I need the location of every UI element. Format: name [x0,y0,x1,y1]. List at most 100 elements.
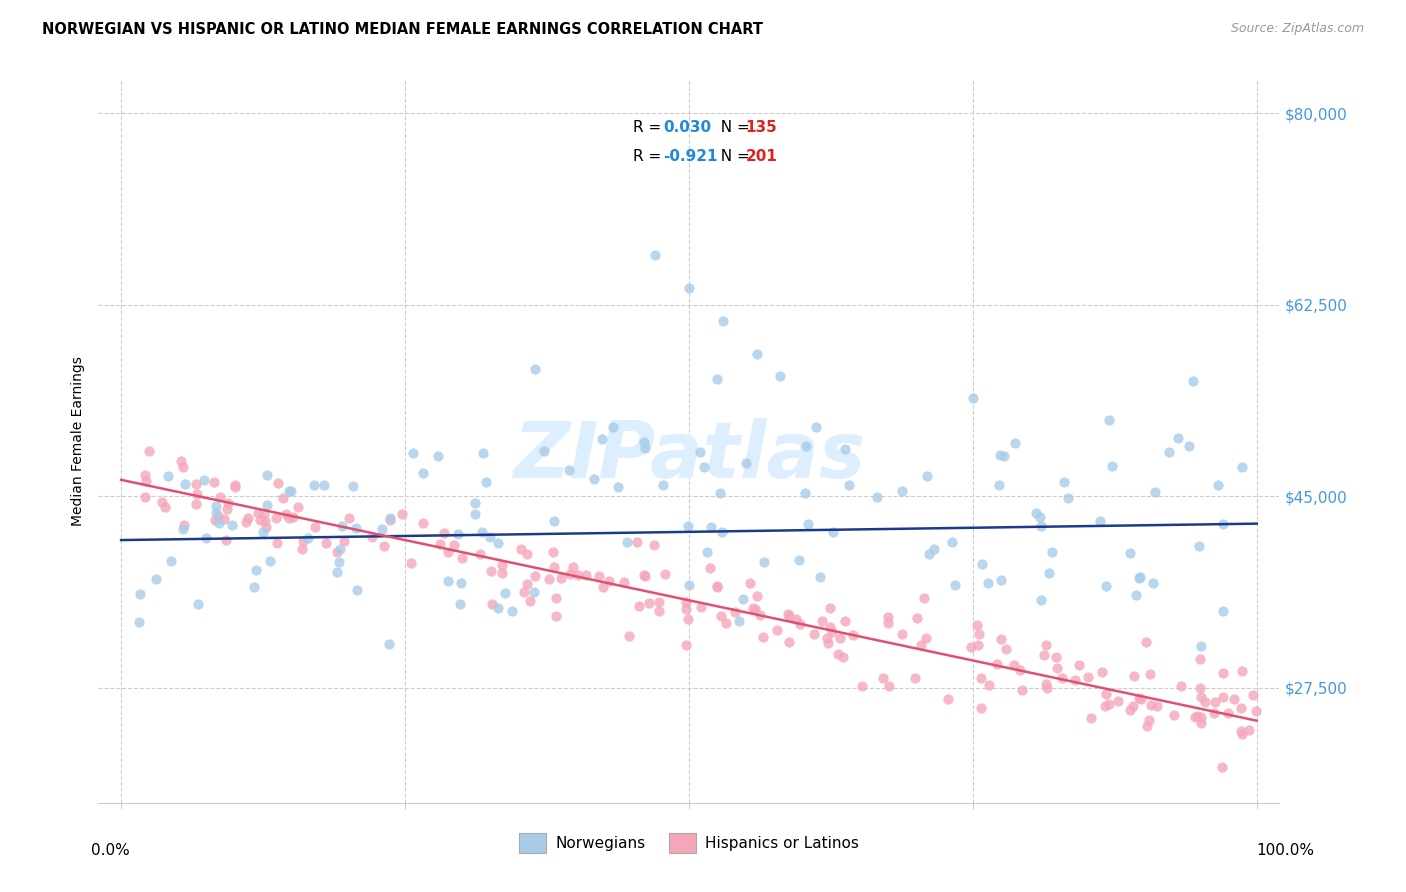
Point [827,648,849,662]
Point [1094,698,1116,713]
Point [1163,707,1185,722]
Point [995,642,1018,657]
Point [817,635,839,649]
Point [1002,658,1025,673]
Point [1230,723,1253,738]
Point [834,614,856,628]
Point [399,556,422,570]
Point [433,526,456,541]
Point [208,491,231,505]
Point [212,512,235,526]
Point [297,532,319,546]
Point [134,491,156,505]
Point [915,468,938,483]
Point [1029,519,1052,533]
Point [1050,671,1073,685]
Point [1230,460,1253,475]
Point [1053,475,1076,490]
Point [479,530,502,544]
Point [607,480,630,494]
Point [328,555,350,569]
Point [689,599,711,614]
Point [830,632,852,646]
Point [173,476,195,491]
Point [904,671,927,685]
Point [876,616,898,631]
Point [797,516,820,531]
Point [818,619,841,633]
Point [789,616,811,631]
Point [731,592,754,607]
Point [988,477,1011,491]
Point [426,449,449,463]
Point [905,610,928,624]
Text: Source: ZipAtlas.com: Source: ZipAtlas.com [1230,22,1364,36]
Point [224,478,246,492]
Point [450,576,472,591]
Point [558,463,581,477]
Point [449,598,471,612]
Point [329,542,352,557]
Point [891,627,914,641]
Point [1136,719,1159,733]
Point [689,445,711,459]
Point [1095,687,1118,701]
Point [1029,509,1052,524]
Point [990,632,1012,646]
Point [970,671,993,685]
Point [678,281,700,295]
Point [361,530,384,544]
Point [501,604,523,618]
Point [794,439,817,453]
Point [960,640,983,654]
Point [785,612,807,626]
Point [745,589,768,603]
Point [910,638,932,652]
Point [544,609,567,624]
Point [778,607,800,621]
Point [337,511,360,525]
Point [510,541,533,556]
Point [1189,710,1212,724]
Point [793,486,815,500]
Point [1128,570,1150,584]
Point [326,544,349,558]
Point [538,572,561,586]
Point [1128,690,1150,705]
Point [990,573,1012,587]
Point [160,554,183,568]
Point [1098,412,1121,426]
Point [711,314,734,328]
Point [516,576,538,591]
Point [1091,665,1114,680]
Point [170,453,193,467]
Point [1119,703,1142,717]
Point [724,606,747,620]
Point [333,534,356,549]
Point [1204,706,1226,721]
Text: 0.030: 0.030 [664,120,711,135]
Point [1064,673,1087,688]
Point [1187,708,1209,723]
Point [678,578,700,592]
Point [562,560,585,574]
Point [283,510,305,524]
Point [207,509,229,524]
Point [253,507,276,521]
Point [1212,690,1234,705]
Point [145,572,167,586]
Point [938,691,960,706]
Point [1206,478,1229,492]
Point [256,498,278,512]
Point [654,566,676,581]
Point [481,597,503,611]
Point [1167,431,1189,445]
Point [967,638,990,652]
Point [1223,692,1246,706]
Point [993,449,1015,463]
Point [481,564,503,578]
Point [821,625,844,640]
Point [1212,604,1234,618]
Point [970,701,993,715]
Point [277,511,299,525]
